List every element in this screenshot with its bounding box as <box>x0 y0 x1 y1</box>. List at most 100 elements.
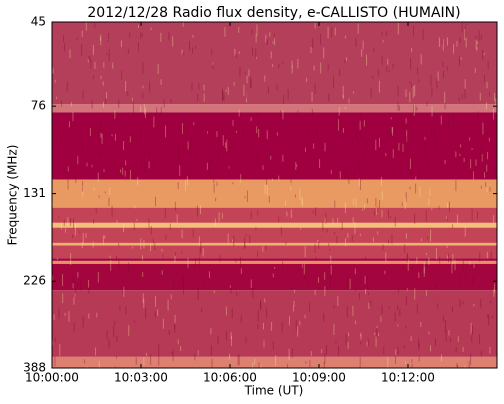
texture-streak <box>224 27 226 37</box>
texture-streak <box>182 123 184 134</box>
texture-streak <box>460 275 462 284</box>
texture-streak <box>313 143 315 149</box>
texture-streak <box>64 43 66 52</box>
texture-streak <box>91 100 93 109</box>
texture-streak <box>264 184 266 195</box>
texture-streak <box>448 253 450 263</box>
texture-streak <box>385 153 387 157</box>
texture-streak <box>54 337 56 343</box>
texture-streak <box>446 245 448 249</box>
texture-streak <box>457 336 459 343</box>
texture-streak <box>484 75 486 83</box>
texture-streak <box>62 293 64 304</box>
texture-streak <box>198 83 200 90</box>
texture-streak <box>293 300 295 307</box>
texture-streak <box>348 98 350 104</box>
texture-streak <box>411 266 413 271</box>
texture-streak <box>344 106 346 110</box>
texture-streak <box>106 52 108 56</box>
texture-streak <box>103 169 105 173</box>
texture-streak <box>345 333 347 345</box>
texture-streak <box>212 63 214 70</box>
texture-streak <box>375 198 377 207</box>
texture-streak <box>431 87 433 97</box>
texture-streak <box>305 360 307 364</box>
texture-streak <box>240 268 242 274</box>
texture-streak <box>206 162 208 170</box>
texture-streak <box>482 122 484 135</box>
texture-streak <box>409 186 411 190</box>
texture-streak <box>245 92 247 103</box>
texture-streak <box>352 305 354 316</box>
texture-streak <box>143 240 145 249</box>
texture-streak <box>366 54 368 66</box>
texture-streak <box>446 215 448 221</box>
texture-streak <box>137 42 139 52</box>
texture-streak <box>70 217 72 227</box>
texture-streak <box>203 281 205 289</box>
texture-streak <box>93 187 95 191</box>
texture-streak <box>170 294 172 300</box>
texture-streak <box>194 45 196 49</box>
frequency-band <box>52 356 497 368</box>
texture-streak <box>232 120 234 126</box>
texture-streak <box>386 31 388 36</box>
texture-streak <box>475 39 477 49</box>
texture-streak <box>143 298 145 309</box>
texture-streak <box>424 136 426 141</box>
texture-streak <box>255 33 257 43</box>
texture-streak <box>452 254 454 265</box>
texture-streak <box>406 288 408 291</box>
texture-streak <box>308 280 310 285</box>
texture-streak <box>361 208 363 211</box>
texture-streak <box>380 136 382 146</box>
texture-streak <box>160 106 162 117</box>
texture-streak <box>324 353 326 365</box>
texture-streak <box>157 309 159 316</box>
texture-streak <box>82 185 84 197</box>
texture-streak <box>360 334 362 340</box>
texture-streak <box>168 32 170 41</box>
texture-streak <box>92 163 94 172</box>
texture-streak <box>425 151 427 158</box>
texture-streak <box>114 320 116 325</box>
texture-streak <box>233 81 235 86</box>
texture-streak <box>320 62 322 74</box>
texture-streak <box>482 50 484 60</box>
texture-streak <box>309 359 311 367</box>
texture-streak <box>228 166 230 177</box>
texture-streak <box>140 32 142 40</box>
texture-streak <box>475 159 477 166</box>
texture-streak <box>415 183 417 194</box>
texture-streak <box>96 312 98 318</box>
texture-streak <box>360 332 362 337</box>
texture-streak <box>123 286 125 297</box>
texture-streak <box>381 191 383 201</box>
texture-streak <box>442 39 444 45</box>
texture-streak <box>76 282 78 289</box>
texture-streak <box>100 34 102 46</box>
texture-streak <box>67 178 69 190</box>
texture-streak <box>402 143 404 152</box>
texture-streak <box>405 118 407 124</box>
texture-streak <box>391 127 393 133</box>
texture-streak <box>231 308 233 319</box>
texture-streak <box>212 62 214 66</box>
texture-streak <box>222 90 224 100</box>
texture-streak <box>306 77 308 82</box>
texture-streak <box>407 253 409 261</box>
texture-streak <box>435 283 437 290</box>
x-tick-label: 10:03:00 <box>114 371 168 385</box>
texture-streak <box>366 198 368 204</box>
texture-streak <box>211 358 213 368</box>
texture-streak <box>52 202 54 206</box>
texture-streak <box>161 270 163 275</box>
texture-streak <box>81 44 83 56</box>
texture-streak <box>375 336 377 347</box>
texture-streak <box>95 347 97 356</box>
texture-streak <box>227 86 229 95</box>
texture-streak <box>104 235 106 239</box>
texture-streak <box>222 135 224 146</box>
texture-streak <box>100 75 102 80</box>
texture-streak <box>370 300 372 306</box>
